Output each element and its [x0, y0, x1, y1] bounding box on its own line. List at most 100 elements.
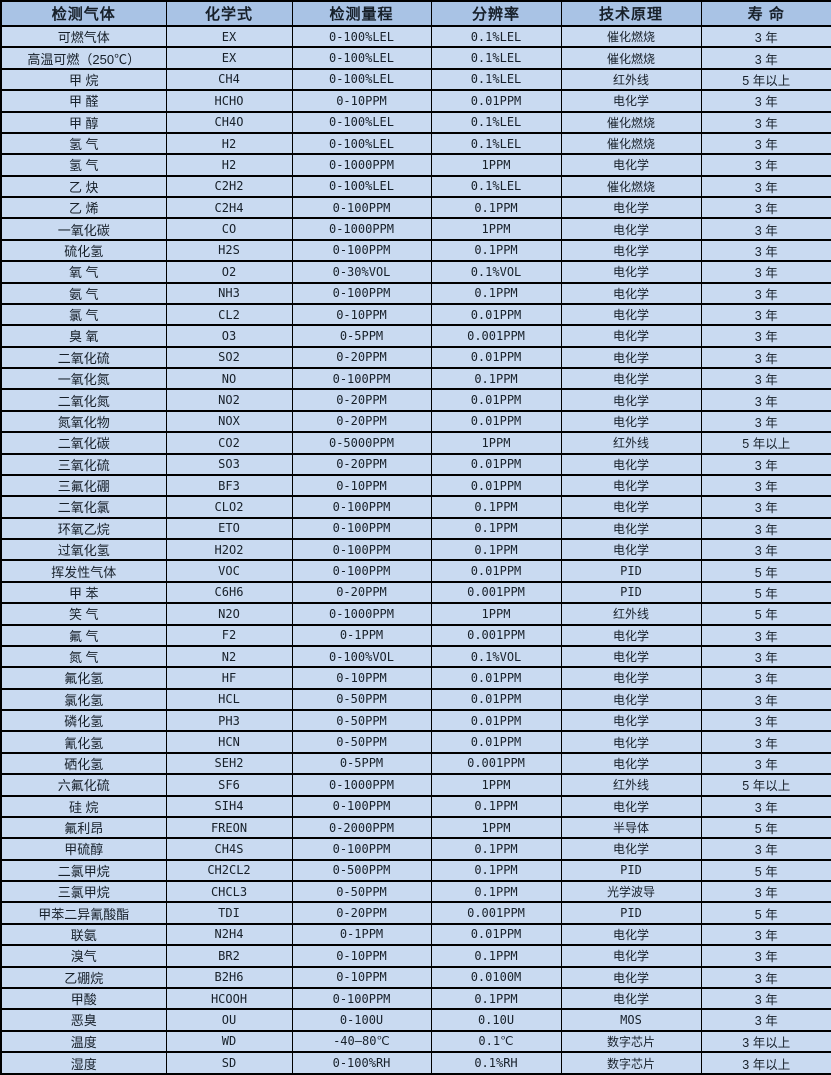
cell-chemical-formula: WD [165, 1029, 293, 1054]
cell-technology: PID [560, 858, 702, 883]
cell-resolution: 0.1%LEL [430, 174, 562, 199]
cell-lifespan: 5 年 [700, 901, 831, 925]
cell-gas-name: 高温可燃（250℃） [0, 46, 167, 70]
cell-gas-name: 一氧化氮 [0, 366, 167, 391]
cell-detection-range: 0-1000PPM [291, 602, 432, 626]
cell-lifespan: 5 年以上 [700, 67, 831, 92]
cell-gas-name: 氢 气 [0, 153, 167, 177]
cell-technology: 电化学 [560, 644, 702, 669]
cell-detection-range: 0-50PPM [291, 708, 432, 733]
cell-technology: 光学波导 [560, 879, 702, 904]
cell-technology: 电化学 [560, 986, 702, 1011]
table-row: 氰化氢 HCN 0-50PPM 0.01PPM 电化学 3 年 [0, 730, 831, 754]
cell-chemical-formula: CH4 [165, 67, 293, 92]
cell-chemical-formula: CHCL3 [165, 879, 293, 904]
cell-lifespan: 3 年 [700, 324, 831, 348]
cell-chemical-formula: SF6 [165, 773, 293, 797]
cell-resolution: 0.001PPM [430, 580, 562, 605]
cell-detection-range: 0-100%LEL [291, 24, 432, 49]
cell-gas-name: 温度 [0, 1029, 167, 1054]
table-row: 氟 气 F2 0-1PPM 0.001PPM 电化学 3 年 [0, 623, 831, 647]
cell-detection-range: 0-100%LEL [291, 46, 432, 70]
cell-chemical-formula: CO2 [165, 431, 293, 455]
cell-detection-range: 0-100%VOL [291, 644, 432, 669]
table-row: 氮 气 N2 0-100%VOL 0.1%VOL 电化学 3 年 [0, 644, 831, 669]
cell-resolution: 0.1PPM [430, 794, 562, 818]
cell-chemical-formula: N2 [165, 644, 293, 669]
cell-lifespan: 3 年 [700, 965, 831, 989]
cell-detection-range: 0-100PPM [291, 837, 432, 861]
cell-lifespan: 3 年 [700, 260, 831, 284]
cell-detection-range: 0-10PPM [291, 302, 432, 327]
column-header-4: 技术原理 [560, 0, 702, 27]
cell-gas-name: 恶臭 [0, 1008, 167, 1032]
cell-resolution: 0.001PPM [430, 623, 562, 647]
cell-lifespan: 3 年 [700, 922, 831, 947]
cell-detection-range: 0-100PPM [291, 195, 432, 220]
cell-lifespan: 3 年 [700, 195, 831, 220]
cell-lifespan: 3 年 [700, 174, 831, 199]
cell-detection-range: 0-1PPM [291, 623, 432, 647]
cell-technology: 催化燃烧 [560, 46, 702, 70]
cell-gas-name: 湿度 [0, 1051, 167, 1075]
cell-detection-range: 0-100PPM [291, 366, 432, 391]
cell-gas-name: 联氨 [0, 922, 167, 947]
cell-lifespan: 3 年 [700, 409, 831, 434]
cell-resolution: 0.01PPM [430, 922, 562, 947]
cell-detection-range: 0-1000PPM [291, 773, 432, 797]
cell-technology: 电化学 [560, 409, 702, 434]
cell-gas-name: 硒化氢 [0, 751, 167, 776]
cell-technology: 电化学 [560, 495, 702, 519]
cell-detection-range: 0-500PPM [291, 858, 432, 883]
cell-technology: 电化学 [560, 153, 702, 177]
cell-chemical-formula: SEH2 [165, 751, 293, 776]
cell-technology: 电化学 [560, 944, 702, 968]
cell-lifespan: 3 年 [700, 708, 831, 733]
cell-lifespan: 3 年 [700, 516, 831, 541]
cell-detection-range: 0-50PPM [291, 879, 432, 904]
cell-lifespan: 3 年 [700, 623, 831, 647]
cell-resolution: 1PPM [430, 153, 562, 177]
cell-chemical-formula: NO2 [165, 388, 293, 412]
cell-lifespan: 3 年 [700, 131, 831, 156]
cell-lifespan: 3 年 [700, 345, 831, 370]
cell-detection-range: 0-1000PPM [291, 153, 432, 177]
cell-chemical-formula: NH3 [165, 281, 293, 305]
cell-resolution: 0.1PPM [430, 879, 562, 904]
table-row: 挥发性气体 VOC 0-100PPM 0.01PPM PID 5 年 [0, 559, 831, 583]
cell-resolution: 0.1PPM [430, 858, 562, 883]
table-row: 乙 烯 C2H4 0-100PPM 0.1PPM 电化学 3 年 [0, 195, 831, 220]
cell-resolution: 0.1PPM [430, 537, 562, 562]
cell-chemical-formula: H2O2 [165, 537, 293, 562]
table-row: 甲 醛 HCHO 0-10PPM 0.01PPM 电化学 3 年 [0, 89, 831, 113]
cell-gas-name: 甲 醇 [0, 110, 167, 134]
cell-technology: PID [560, 580, 702, 605]
cell-chemical-formula: CH4O [165, 110, 293, 134]
cell-lifespan: 3 年 [700, 644, 831, 669]
cell-chemical-formula: HCL [165, 687, 293, 712]
cell-technology: 电化学 [560, 730, 702, 754]
cell-chemical-formula: CH2CL2 [165, 858, 293, 883]
cell-detection-range: 0-100%RH [291, 1051, 432, 1075]
cell-chemical-formula: SO2 [165, 345, 293, 370]
cell-lifespan: 3 年 [700, 879, 831, 904]
table-row: 甲 醇 CH4O 0-100%LEL 0.1%LEL 催化燃烧 3 年 [0, 110, 831, 134]
table-row: 二氧化硫 SO2 0-20PPM 0.01PPM 电化学 3 年 [0, 345, 831, 370]
cell-detection-range: 0-100PPM [291, 559, 432, 583]
cell-detection-range: 0-5000PPM [291, 431, 432, 455]
table-body: 可燃气体 EX 0-100%LEL 0.1%LEL 催化燃烧 3 年高温可燃（250℃） E… [0, 24, 831, 1075]
cell-gas-name: 氰化氢 [0, 730, 167, 754]
cell-detection-range: 0-100PPM [291, 495, 432, 519]
cell-detection-range: 0-50PPM [291, 687, 432, 712]
table-row: 恶臭 OU 0-100U 0.10U MOS 3 年 [0, 1008, 831, 1032]
table-row: 臭 氧 O3 0-5PPM 0.001PPM 电化学 3 年 [0, 324, 831, 348]
cell-resolution: 0.1PPM [430, 837, 562, 861]
cell-resolution: 0.1%LEL [430, 131, 562, 156]
cell-gas-name: 乙 炔 [0, 174, 167, 199]
cell-technology: 电化学 [560, 260, 702, 284]
cell-gas-name: 二氯甲烷 [0, 858, 167, 883]
table-row: 乙 炔 C2H2 0-100%LEL 0.1%LEL 催化燃烧 3 年 [0, 174, 831, 199]
cell-gas-name: 氮 气 [0, 644, 167, 669]
cell-chemical-formula: SIH4 [165, 794, 293, 818]
